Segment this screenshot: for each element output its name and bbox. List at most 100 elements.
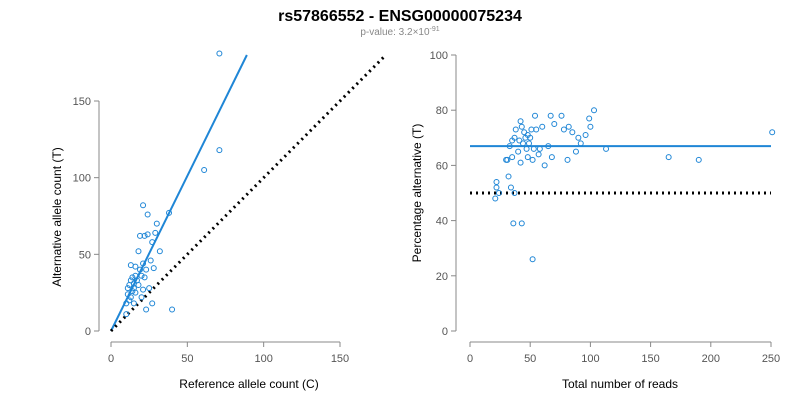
left-axes: 0 50 100 150 0 50 100 150	[73, 96, 350, 365]
right-data-point	[582, 132, 589, 139]
right-data-point	[564, 156, 571, 163]
right-data-point	[517, 118, 524, 125]
left-x-tick-label: 0	[108, 353, 114, 365]
left-data-point	[124, 285, 131, 292]
right-data-point	[539, 123, 546, 130]
right-data-point	[551, 121, 558, 127]
right-data-point	[525, 140, 532, 147]
right-data-point	[587, 123, 594, 130]
left-y-tick-label: 50	[79, 249, 91, 261]
right-data-point	[577, 140, 584, 147]
left-data-point	[216, 50, 223, 57]
right-panel: 0 50 100 150 200 250 0 20 40 60 80 100 Total number…	[410, 50, 780, 391]
right-data-point	[560, 126, 567, 133]
left-data-point	[124, 291, 131, 298]
right-data-point	[517, 159, 524, 166]
left-data-point	[140, 260, 147, 267]
left-y-tick-label: 150	[73, 96, 91, 108]
right-data-point	[505, 173, 512, 180]
left-data-point	[126, 297, 133, 304]
right-data-point	[510, 220, 517, 227]
right-data-point	[591, 107, 598, 114]
left-data-point	[141, 274, 148, 281]
right-data-point	[545, 143, 552, 150]
left-x-tick-label: 50	[181, 353, 193, 365]
right-data-point	[586, 115, 593, 122]
left-points	[123, 50, 223, 318]
left-data-point	[123, 300, 130, 307]
right-y-tick-label: 80	[436, 105, 448, 117]
left-x-tick-label: 150	[331, 353, 349, 365]
left-data-point	[147, 257, 154, 264]
right-data-point	[493, 184, 500, 191]
right-data-point	[695, 156, 702, 163]
left-x-tick-label: 100	[254, 353, 272, 365]
left-y-tick-label: 0	[85, 326, 91, 338]
left-data-point	[137, 266, 144, 273]
right-data-point	[565, 123, 572, 130]
left-data-point	[144, 231, 151, 238]
p-value-caption: p-value: 3.2×10-91	[360, 26, 439, 38]
right-data-point	[507, 184, 514, 191]
right-data-point	[524, 154, 531, 161]
p-value-mantissa: p-value: 3.2	[360, 27, 413, 38]
left-data-point	[130, 300, 137, 307]
right-data-point	[603, 145, 610, 152]
right-data-point	[769, 129, 776, 136]
left-data-point	[166, 209, 173, 216]
left-data-point	[149, 239, 156, 246]
left-x-axis-label: Reference allele count (C)	[179, 377, 318, 391]
right-data-point	[575, 134, 582, 141]
right-data-point	[506, 143, 513, 150]
left-data-point	[152, 229, 159, 236]
right-data-point	[523, 145, 530, 152]
p-value-times: ×10	[413, 27, 430, 38]
right-data-point	[518, 220, 525, 227]
left-data-point	[138, 272, 145, 279]
right-y-tick-label: 20	[436, 271, 448, 283]
right-data-point	[518, 123, 525, 130]
right-x-axis-label: Total number of reads	[562, 377, 678, 391]
left-lines	[109, 53, 387, 333]
left-data-point	[132, 289, 139, 296]
p-value-exponent: -91	[430, 26, 440, 33]
right-data-point	[541, 162, 548, 169]
right-x-tick-label: 0	[467, 353, 473, 365]
right-y-tick-label: 40	[436, 216, 448, 228]
left-data-point	[143, 306, 150, 313]
left-y-axis-label: Alternative allele count (T)	[50, 147, 64, 286]
right-data-point	[493, 178, 500, 185]
right-data-point	[558, 112, 565, 119]
right-data-point	[547, 112, 554, 119]
right-data-point	[665, 154, 672, 161]
left-data-point	[146, 285, 153, 292]
right-x-tick-label: 50	[524, 353, 536, 365]
left-data-point	[216, 147, 223, 154]
left-data-point	[150, 265, 157, 272]
right-x-tick-label: 200	[702, 353, 720, 365]
left-data-point	[149, 300, 156, 307]
right-data-point	[529, 256, 536, 263]
left-data-point	[132, 263, 139, 270]
right-y-axis-label: Percentage alternative (T)	[410, 124, 424, 263]
left-data-point	[135, 282, 142, 288]
left-data-point	[140, 202, 147, 209]
right-data-point	[509, 154, 516, 161]
right-data-point	[492, 195, 499, 202]
right-axes: 0 50 100 150 200 250 0 20 40 60 80 100	[430, 50, 781, 365]
left-reference-line	[109, 53, 387, 333]
left-data-point	[169, 306, 176, 313]
right-data-point	[529, 156, 536, 163]
left-fit-line	[110, 54, 248, 332]
right-data-point	[532, 112, 539, 119]
left-data-point	[201, 167, 208, 173]
left-data-point	[123, 311, 130, 318]
right-x-tick-label: 250	[762, 353, 780, 365]
left-data-point	[138, 294, 145, 301]
left-data-point	[144, 211, 151, 218]
right-data-point	[511, 134, 518, 141]
right-data-point	[504, 156, 511, 163]
right-data-point	[495, 190, 502, 196]
right-data-point	[519, 140, 526, 147]
